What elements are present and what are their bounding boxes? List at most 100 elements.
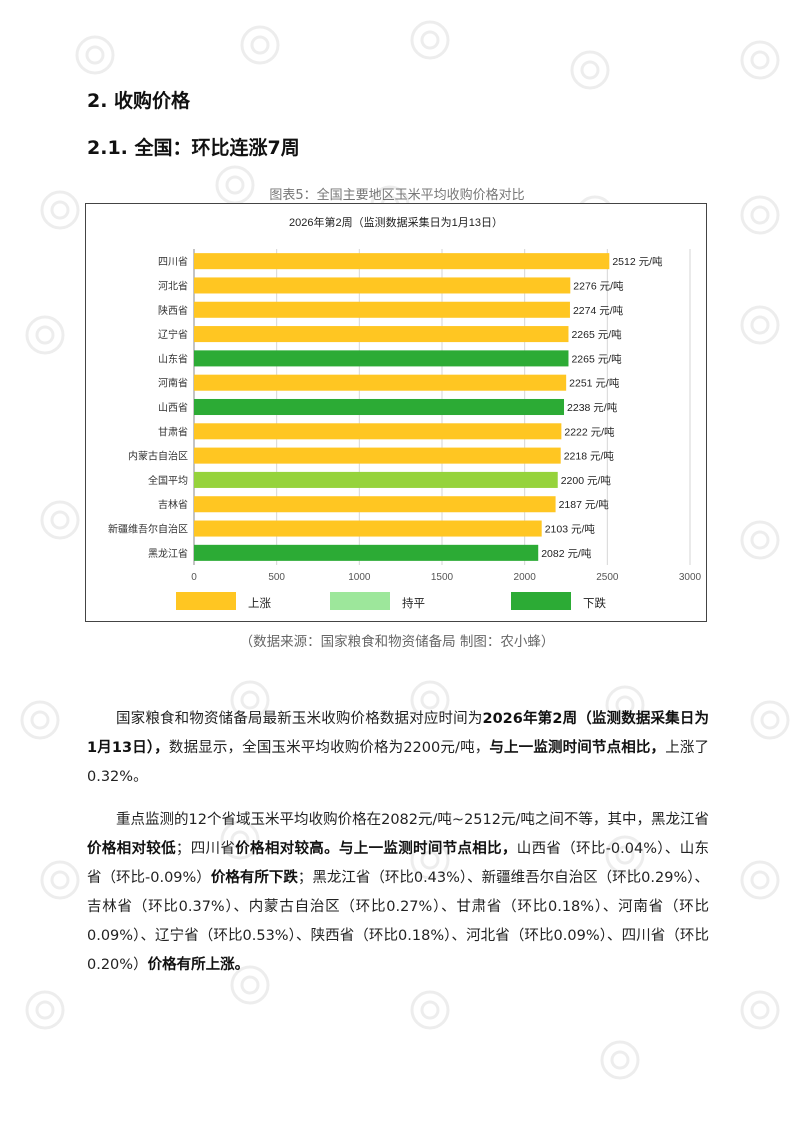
- data-label: 2238 元/吨: [567, 401, 618, 414]
- category-label: 山西省: [158, 401, 188, 414]
- bar-山东省: [194, 350, 569, 367]
- watermark-mark: [750, 205, 770, 225]
- paragraph-national-price: 国家粮食和物资储备局最新玉米收购价格数据对应时间为2026年第2周（监测数据采集…: [87, 705, 709, 792]
- watermark-mark: [35, 325, 55, 345]
- watermark-mark: [50, 870, 70, 890]
- paragraph-run: 上涨了0.32%。: [87, 740, 709, 785]
- watermark-mark: [410, 20, 450, 60]
- legend-swatch-down: [511, 592, 571, 610]
- data-label: 2265 元/吨: [571, 352, 622, 365]
- paragraph-run: 价格相对较高。与上一监测时间节点相比，: [235, 841, 517, 857]
- x-tick-label: 1500: [431, 572, 454, 583]
- data-label: 2218 元/吨: [564, 450, 615, 463]
- watermark-mark: [30, 710, 50, 730]
- x-tick-label: 1000: [348, 572, 371, 583]
- data-label: 2512 元/吨: [612, 255, 663, 268]
- data-label: 2187 元/吨: [559, 498, 610, 511]
- watermark-mark: [750, 530, 770, 550]
- legend-swatch-up: [176, 592, 236, 610]
- legend-label-down: 下跌: [583, 596, 606, 610]
- category-label: 陕西省: [158, 304, 188, 317]
- bar-新疆维吾尔自治区: [194, 520, 542, 537]
- legend-swatch-flat: [330, 592, 390, 610]
- category-label: 全国平均: [148, 474, 188, 487]
- bar-陕西省: [194, 301, 570, 318]
- x-tick-label: 2000: [514, 572, 537, 583]
- bar-河北省: [194, 277, 571, 294]
- category-label: 四川省: [158, 255, 188, 268]
- bar-吉林省: [194, 496, 556, 513]
- x-tick-label: 3000: [679, 572, 702, 583]
- figure-caption: 图表5：全国主要地区玉米平均收购价格对比: [269, 188, 525, 203]
- paragraph-run: 价格有所上涨。: [147, 957, 250, 973]
- watermark-mark: [20, 700, 60, 740]
- watermark-mark: [740, 520, 780, 560]
- data-label: 2276 元/吨: [573, 279, 624, 292]
- watermark-mark: [75, 35, 115, 75]
- legend-label-flat: 持平: [402, 596, 425, 610]
- watermark-mark: [420, 1000, 440, 1020]
- watermark-mark: [740, 990, 780, 1030]
- category-label: 新疆维吾尔自治区: [108, 523, 188, 536]
- watermark-mark: [240, 25, 280, 65]
- category-label: 辽宁省: [158, 328, 188, 341]
- chart-svg: 2026年第2周（监测数据采集日为1月13日） 0 500 1000 1500 2000 2…: [108, 215, 702, 610]
- watermark-mark: [580, 60, 600, 80]
- watermark-mark: [420, 30, 440, 50]
- data-label: 2103 元/吨: [545, 523, 596, 536]
- data-label: 2274 元/吨: [573, 304, 624, 317]
- watermark-mark: [40, 860, 80, 900]
- paragraph-run: 价格相对较低: [87, 841, 176, 857]
- figure-source: （数据来源：国家粮食和物资储备局 制图：农小蜂）: [239, 634, 555, 650]
- x-tick-label: 2500: [596, 572, 619, 583]
- bar-辽宁省: [194, 326, 569, 343]
- paragraph-run: ；黑龙江省（环比0.43%）、新疆维吾尔自治区（环比0.29%）、吉林省（环比0…: [87, 870, 710, 973]
- paragraph-run: 价格有所下跌: [210, 870, 298, 886]
- x-tick-label: 0: [191, 572, 197, 583]
- legend-label-up: 上涨: [248, 597, 271, 610]
- watermark-mark: [750, 315, 770, 335]
- category-label: 山东省: [158, 352, 188, 365]
- bar-甘肃省: [194, 423, 562, 440]
- watermark-mark: [25, 315, 65, 355]
- bar-山西省: [194, 398, 565, 416]
- category-label: 吉林省: [158, 498, 188, 511]
- category-label: 甘肃省: [158, 425, 188, 438]
- data-label: 2222 元/吨: [564, 425, 615, 438]
- bar-四川省: [194, 253, 610, 270]
- paragraph-run: 重点监测的12个省域玉米平均收购价格在2082元/吨~2512元/吨之间不等，其…: [116, 812, 709, 828]
- data-label: 2200 元/吨: [561, 474, 612, 487]
- paragraph-run: 与上一监测时间节点相比，: [489, 740, 666, 756]
- category-label: 河北省: [158, 279, 188, 292]
- x-tick-label: 500: [268, 572, 285, 583]
- watermark-mark: [250, 35, 270, 55]
- watermark-mark: [740, 40, 780, 80]
- watermark-mark: [740, 860, 780, 900]
- bar-全国平均: [194, 471, 558, 488]
- bar-河南省: [194, 374, 567, 391]
- paragraph-run: ；四川省: [175, 841, 236, 857]
- section-heading: 2. 收购价格: [87, 90, 191, 112]
- watermark-mark: [85, 45, 105, 65]
- paragraph-run: 山西省（环比-0.04%）、山东省（环比-0.09%）: [87, 841, 710, 886]
- watermark-mark: [570, 50, 610, 90]
- watermark-mark: [750, 700, 790, 740]
- subsection-heading: 2.1. 全国：环比连涨7周: [87, 137, 300, 159]
- watermark-mark: [760, 710, 780, 730]
- bar-内蒙古自治区: [194, 447, 561, 464]
- watermark-mark: [600, 1040, 640, 1080]
- watermark-mark: [50, 200, 70, 220]
- category-label: 河南省: [158, 377, 188, 390]
- watermark-mark: [750, 50, 770, 70]
- bar-黑龙江省: [194, 544, 539, 561]
- watermark-mark: [35, 1000, 55, 1020]
- paragraph-province-prices: 重点监测的12个省域玉米平均收购价格在2082元/吨~2512元/吨之间不等，其…: [87, 806, 709, 980]
- watermark-mark: [25, 990, 65, 1030]
- category-label: 内蒙古自治区: [128, 450, 188, 463]
- watermark-mark: [610, 1050, 630, 1070]
- watermark-mark: [750, 1000, 770, 1020]
- price-bar-chart: 2026年第2周（监测数据采集日为1月13日） 0 500 1000 1500 2000 2…: [85, 203, 707, 622]
- chart-title: 2026年第2周（监测数据采集日为1月13日）: [289, 215, 503, 229]
- watermark-mark: [50, 510, 70, 530]
- watermark-mark: [750, 870, 770, 890]
